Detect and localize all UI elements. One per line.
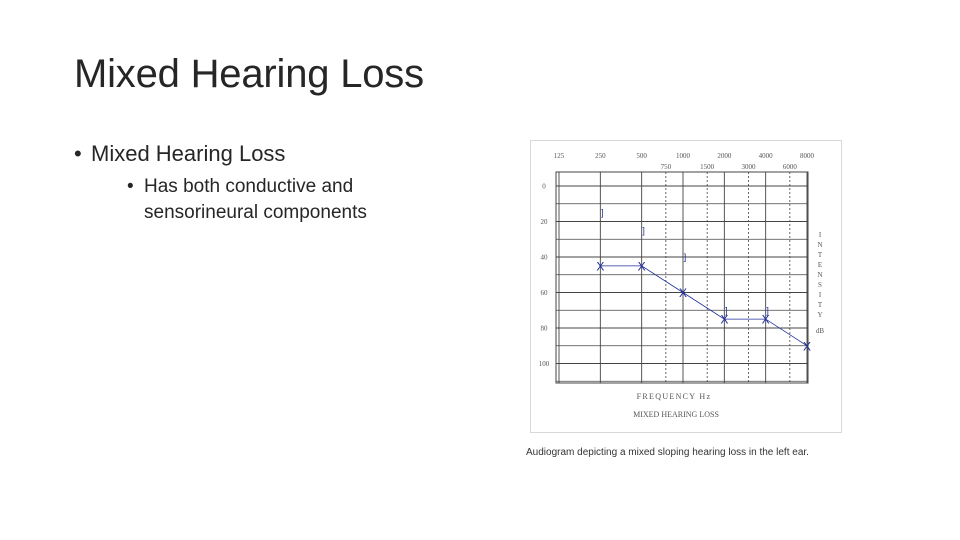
y-tick-label: 40 [541,254,549,262]
audiogram-figure: 125 250 500 1000 2000 4000 8000 750 1500 3000 6000… [530,140,842,433]
x-axis-label: FREQUENCY Hz [637,392,712,401]
y-axis-label-letter: Y [817,311,822,319]
x-tick-label: 1000 [676,152,691,160]
y-tick-label: 0 [542,183,546,191]
x-tick-label: 4000 [759,152,774,160]
slide-title: Mixed Hearing Loss [74,52,424,96]
y-axis-label-letter: T [818,301,823,309]
bone-conduction-point: ] [642,225,645,235]
y-tick-label: 20 [541,218,549,226]
y-axis-label-letter: N [817,271,822,279]
bullet-level-2: Has both conductive and sensorineural co… [127,174,404,226]
y-tick-label: 100 [539,360,550,368]
chart-title: MIXED HEARING LOSS [633,410,719,419]
y-axis-unit: dB [816,327,825,335]
air-conduction-point: X [803,339,811,353]
x-tick-label-mid: 1500 [700,163,715,171]
y-axis-label-letter: S [818,281,822,289]
bone-conduction-point: ] [684,252,687,262]
x-tick-label: 500 [636,152,647,160]
air-conduction-point: X [679,286,687,300]
bone-conduction-point: ] [766,305,769,315]
y-tick-label: 60 [541,289,549,297]
y-axis-label-letter: I [819,231,822,239]
x-tick-label-mid: 3000 [742,163,757,171]
y-tick-label: 80 [541,325,549,333]
x-tick-label: 8000 [800,152,815,160]
plot-frame [555,171,809,384]
x-tick-label-mid: 750 [661,163,672,171]
air-conduction-point: X [638,259,646,273]
bullet-level-1: Mixed Hearing Loss [74,140,434,168]
bone-conduction-point: ] [601,208,604,218]
bullet-list: Mixed Hearing Loss Has both conductive a… [74,140,434,226]
y-axis-label-letter: T [818,251,823,259]
x-tick-label-mid: 6000 [783,163,798,171]
air-conduction-point: X [720,313,728,327]
figure-caption: Audiogram depicting a mixed sloping hear… [526,447,809,458]
y-axis-label-letter: N [817,241,822,249]
x-tick-label: 2000 [717,152,732,160]
air-conduction-line [600,265,808,347]
bone-conduction-point: ] [725,305,728,315]
y-axis-label-letter: E [818,261,822,269]
y-axis-label-letter: I [819,291,822,299]
x-tick-label: 250 [595,152,606,160]
air-conduction-point: X [762,313,770,327]
x-tick-label: 125 [554,152,565,160]
air-conduction-point: X [596,259,604,273]
